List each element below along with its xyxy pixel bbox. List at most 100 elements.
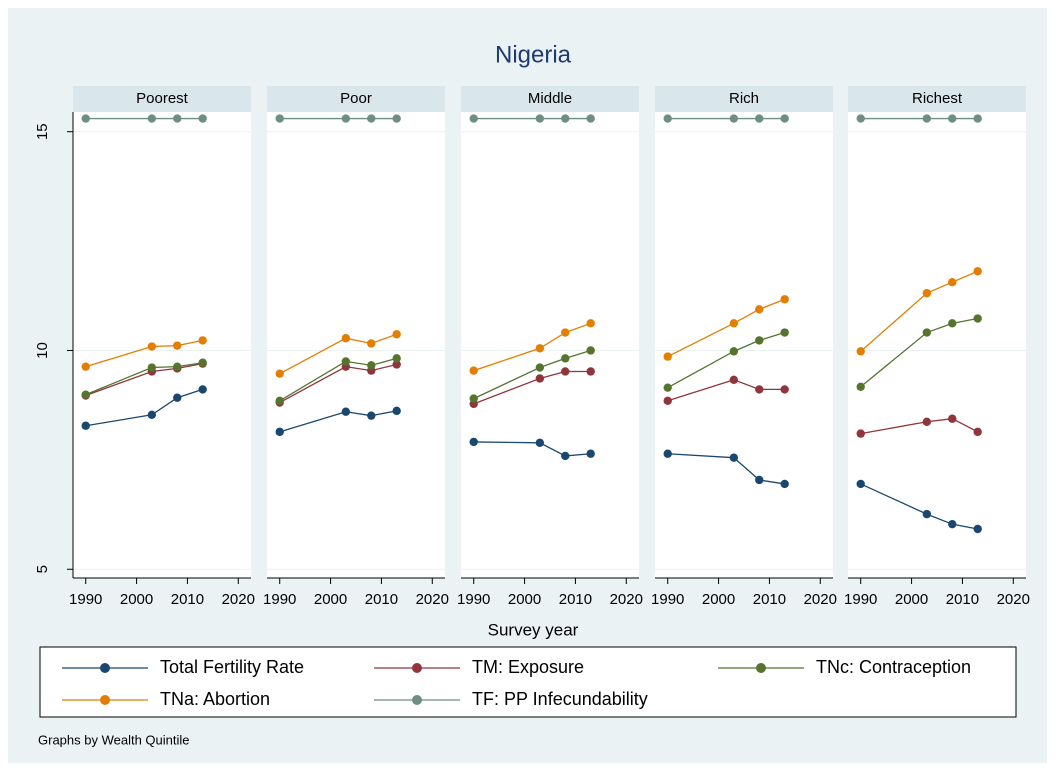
- data-point: [173, 362, 182, 371]
- data-point: [367, 339, 376, 348]
- x-tick-label: 2000: [120, 591, 153, 608]
- panel-title: Richest: [912, 90, 963, 107]
- chart-title: Nigeria: [495, 41, 572, 68]
- data-point: [755, 305, 764, 314]
- data-point: [341, 114, 351, 123]
- data-point: [856, 479, 865, 489]
- data-point: [780, 295, 789, 304]
- data-point: [198, 114, 207, 123]
- series-line: [279, 410, 397, 433]
- data-point: [535, 114, 545, 123]
- x-tick-label: 1990: [69, 591, 102, 608]
- legend-marker: [412, 663, 422, 673]
- data-point: [856, 114, 865, 123]
- data-point: [392, 360, 401, 369]
- data-point: [147, 363, 157, 372]
- data-point: [755, 475, 764, 485]
- plot-area: [848, 112, 1026, 578]
- series-line: [279, 363, 397, 404]
- data-point: [973, 267, 982, 276]
- data-point: [535, 438, 545, 447]
- plot-area: [655, 112, 833, 578]
- data-point: [147, 342, 157, 351]
- series-line: [85, 388, 203, 427]
- y-tick-label: 15: [34, 123, 51, 140]
- data-point: [367, 411, 376, 420]
- legend-label: TNc: Contraception: [816, 657, 971, 677]
- data-point: [755, 385, 764, 394]
- x-tick-label: 2000: [508, 591, 541, 608]
- x-tick-label: 1990: [457, 591, 490, 608]
- data-point: [275, 369, 284, 378]
- series-line: [860, 483, 978, 530]
- data-point: [780, 328, 789, 337]
- x-tick-label: 2010: [753, 591, 786, 608]
- data-point: [922, 114, 932, 123]
- legend-label: TM: Exposure: [472, 657, 584, 677]
- plot-area: [267, 112, 445, 578]
- x-tick-label: 2000: [895, 591, 928, 608]
- data-point: [856, 382, 865, 391]
- data-point: [729, 319, 739, 328]
- data-point: [755, 336, 764, 345]
- data-point: [663, 396, 672, 405]
- panel-title: Rich: [729, 90, 759, 107]
- data-point: [663, 383, 672, 392]
- data-point: [198, 358, 207, 367]
- plot-area: [461, 112, 639, 578]
- x-tick-label: 2010: [559, 591, 592, 608]
- data-point: [198, 336, 207, 345]
- legend-label: Total Fertility Rate: [160, 657, 304, 677]
- data-point: [755, 114, 764, 123]
- data-point: [535, 374, 545, 383]
- data-point: [341, 407, 351, 416]
- data-point: [729, 114, 739, 123]
- data-point: [147, 410, 157, 419]
- x-tick-label: 2020: [804, 591, 837, 608]
- data-point: [275, 114, 284, 123]
- data-point: [586, 346, 595, 355]
- data-point: [367, 361, 376, 370]
- data-point: [973, 427, 982, 437]
- data-point: [147, 114, 157, 123]
- data-point: [81, 421, 90, 430]
- data-point: [856, 347, 865, 356]
- data-point: [469, 394, 478, 403]
- note: Graphs by Wealth Quintile: [38, 732, 190, 747]
- data-point: [948, 414, 957, 423]
- data-point: [392, 406, 401, 416]
- data-point: [922, 509, 932, 519]
- data-point: [663, 114, 672, 123]
- data-point: [586, 114, 595, 123]
- data-point: [663, 352, 672, 361]
- x-tick-label: 2000: [702, 591, 735, 608]
- x-tick-label: 1990: [844, 591, 877, 608]
- series-line: [473, 370, 591, 405]
- data-point: [81, 390, 90, 399]
- data-point: [948, 319, 957, 328]
- data-point: [275, 396, 284, 405]
- y-tick-label: 10: [34, 342, 51, 359]
- data-point: [535, 363, 545, 372]
- data-point: [948, 519, 957, 529]
- series-line: [860, 418, 978, 435]
- data-point: [341, 357, 351, 366]
- series-line: [667, 331, 785, 389]
- data-point: [198, 385, 207, 394]
- series-line: [85, 362, 203, 396]
- data-point: [173, 114, 182, 123]
- data-point: [586, 319, 595, 328]
- data-point: [922, 417, 932, 426]
- panel-title: Poorest: [136, 90, 189, 107]
- data-point: [367, 114, 376, 123]
- series-line: [279, 333, 397, 375]
- data-point: [856, 429, 865, 438]
- data-point: [948, 278, 957, 287]
- series-line: [667, 379, 785, 402]
- data-point: [729, 453, 739, 462]
- x-tick-label: 2000: [314, 591, 347, 608]
- data-point: [81, 362, 90, 371]
- panel-header: [461, 86, 639, 112]
- series-line: [473, 322, 591, 372]
